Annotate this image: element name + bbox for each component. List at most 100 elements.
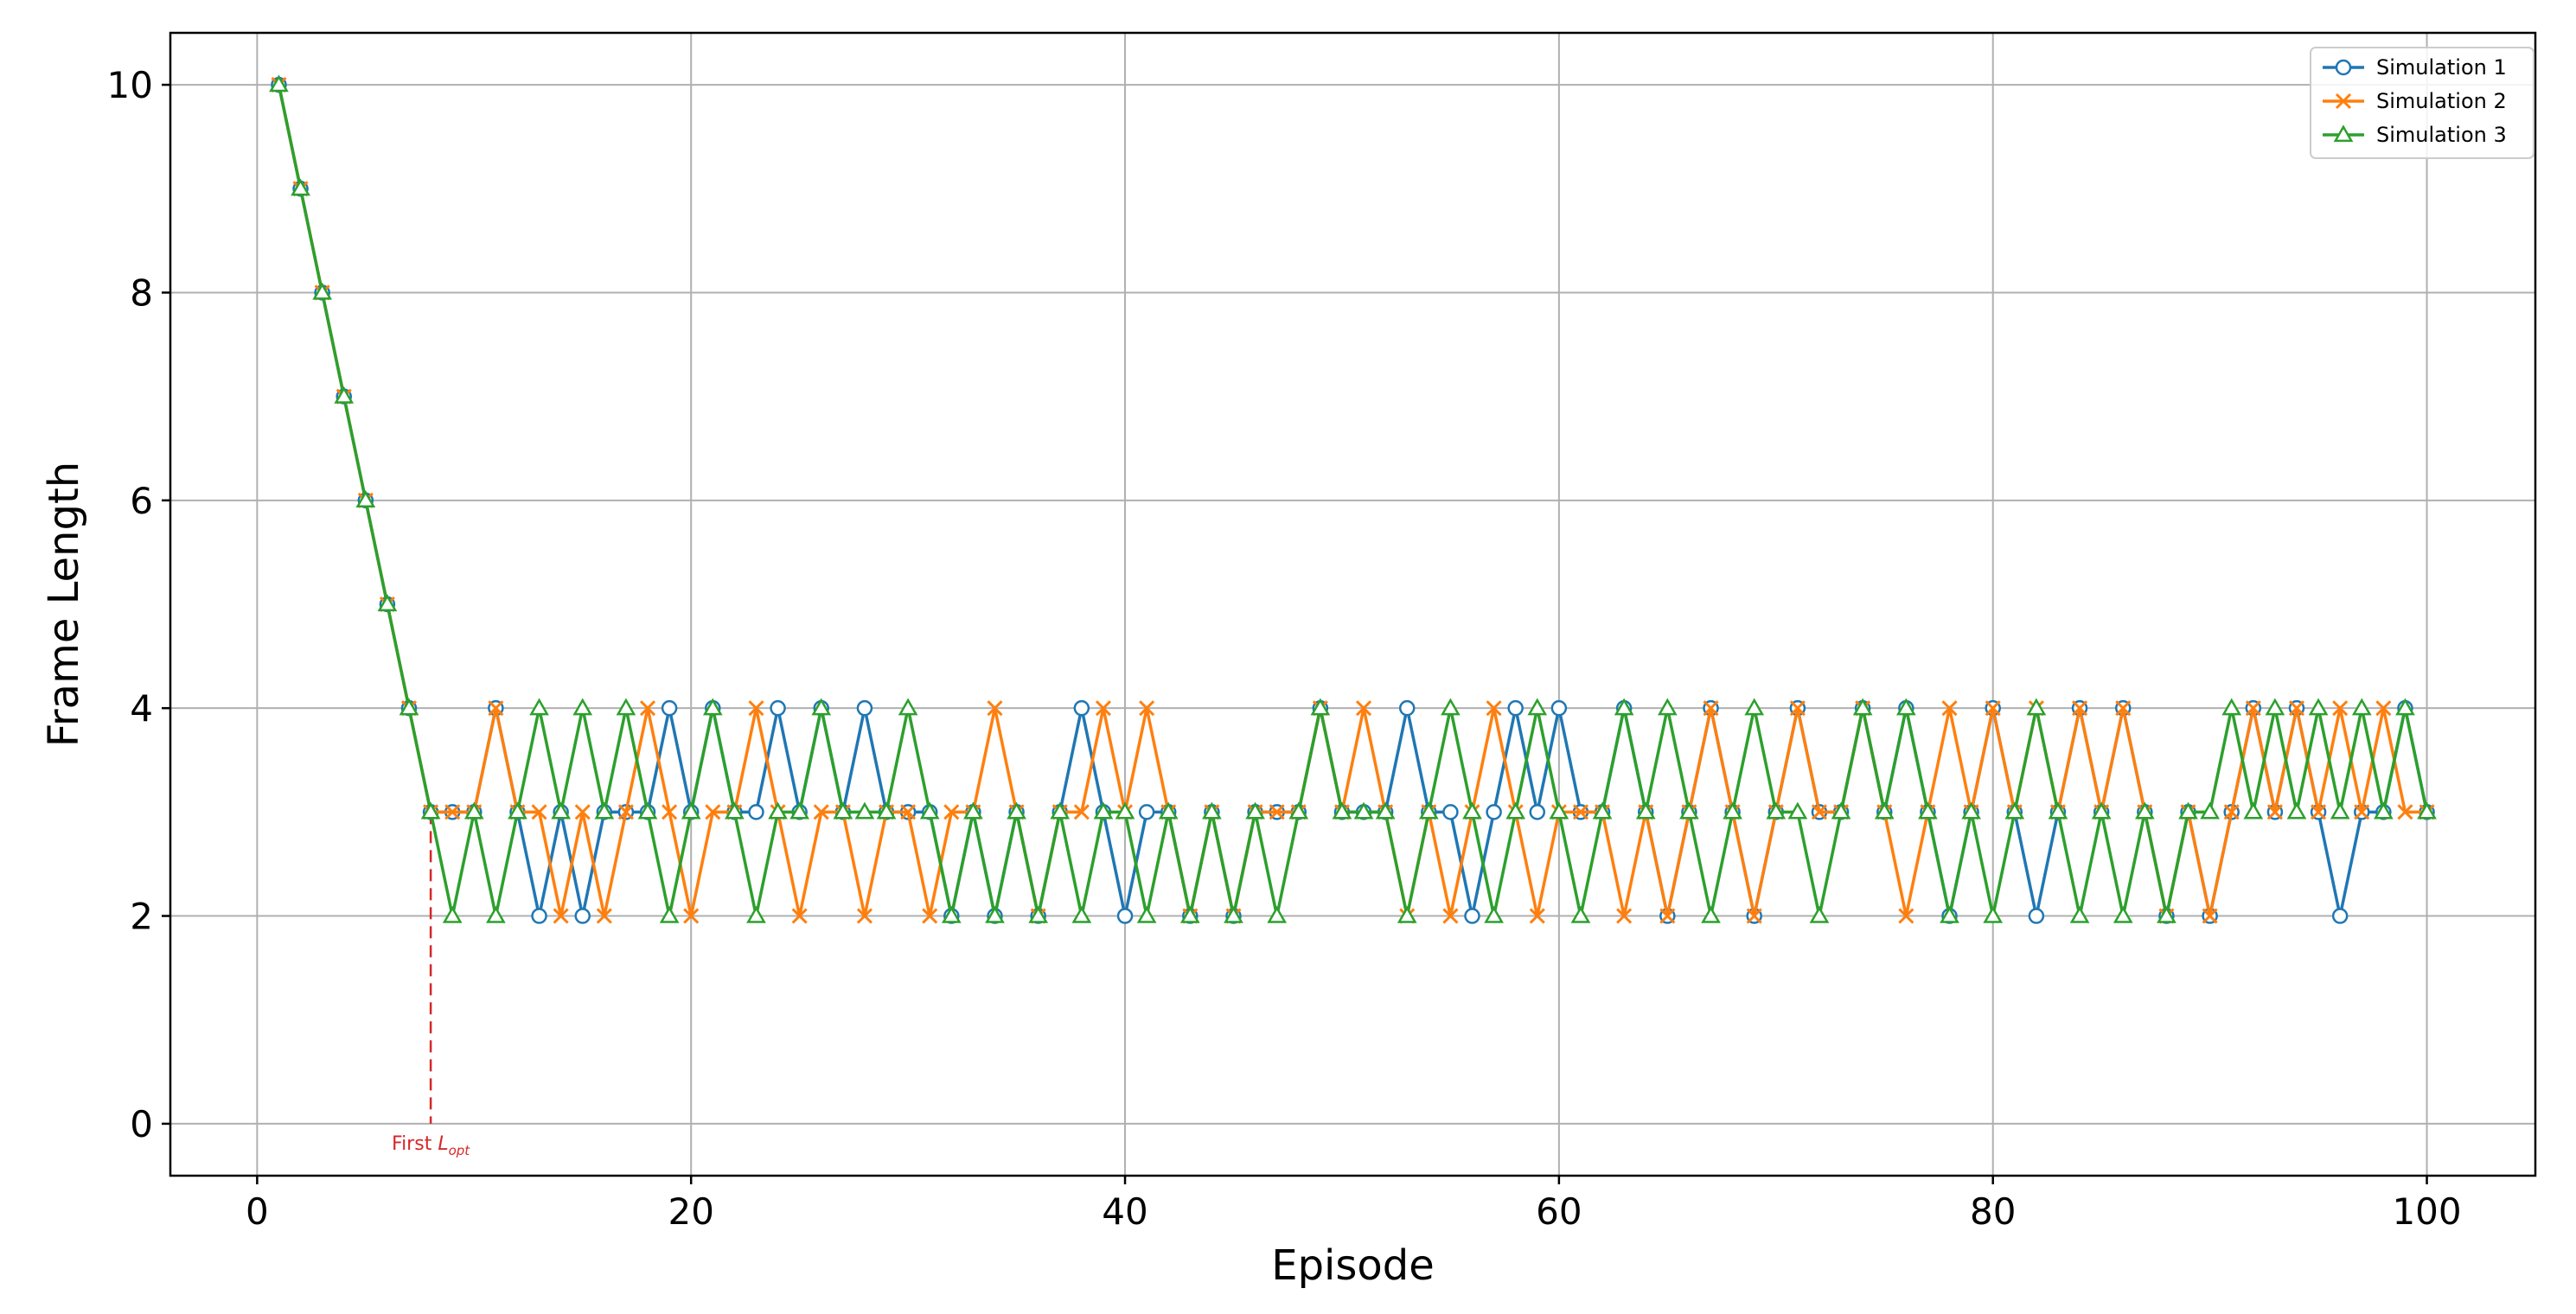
data-point [963,801,983,820]
data-point [1614,698,1634,716]
data-point [2243,801,2264,820]
legend-marker [2333,124,2354,143]
data-point [683,908,700,924]
data-point [1657,698,1678,716]
data-point [856,908,873,924]
data-point [2028,908,2045,924]
y-tick-label: 2 [130,896,153,938]
series-simulation-3 [269,74,2437,923]
data-point [2072,700,2088,717]
data-point [1701,905,1721,923]
data-point [1787,801,1808,820]
data-point [420,801,441,820]
data-point [1486,804,1502,820]
data-point [725,801,745,820]
data-point [2004,801,2025,820]
data-point [1811,804,1828,820]
data-point [1679,801,1699,820]
data-point [1397,905,1417,923]
data-point [1332,801,1352,820]
data-point [1398,699,1416,717]
data-point [1507,699,1524,717]
legend-box [2310,47,2534,159]
data-point [1418,801,1439,820]
data-point [789,801,810,820]
y-tick-label: 6 [130,480,153,522]
data-point [2265,698,2285,716]
legend-marker [2335,59,2352,76]
data-point [681,801,701,820]
data-point [1529,908,1545,924]
x-tick-label: 60 [1536,1190,1582,1233]
data-point [2245,700,2261,717]
data-point [1269,804,1285,820]
data-point [2200,801,2220,820]
data-point [1549,801,1569,820]
data-point [2091,801,2112,820]
data-point [1224,905,1243,923]
x-tick-label: 100 [2392,1190,2461,1233]
axis-ticks: 0 20 40 60 80 100 0 2 4 6 8 10 [107,64,2462,1233]
data-point [1073,804,1090,820]
data-point [2331,908,2349,924]
data-point [1139,700,1155,717]
data-point [1809,905,1830,923]
x-tick-label: 80 [1970,1190,2016,1233]
data-point [900,804,917,820]
data-point [1898,908,1914,924]
data-point [334,386,355,404]
data-point [1635,801,1656,820]
plot-area-frame [169,31,2537,1177]
data-point [1918,801,1938,820]
data-point [1941,700,1958,717]
data-point [1486,700,1502,717]
data-point [833,801,853,820]
series-line [277,84,2429,918]
data-point [813,804,829,820]
data-point [551,801,572,820]
data-point [854,801,875,820]
data-point [943,804,960,820]
data-point [1267,905,1288,923]
data-point [1572,804,1589,820]
data-point [1961,801,1981,820]
data-point [2134,801,2155,820]
data-point [377,594,398,612]
first-lopt-annotation-symbol: L [438,1133,448,1155]
data-point [1592,801,1613,820]
data-point [1744,698,1765,716]
data-point [291,178,310,196]
data-point [1353,801,1374,820]
x-tick-label: 40 [1102,1190,1147,1233]
data-point [1071,905,1092,923]
data-point [2115,700,2132,717]
data-point [1529,804,1546,820]
data-point [748,700,764,717]
data-point [1983,905,2004,923]
data-point [2069,905,2090,923]
first-lopt-annotation-prefix: First [392,1133,438,1155]
data-point [531,908,547,924]
data-point [1355,700,1372,717]
data-point [702,698,723,716]
data-point [659,905,680,923]
annotation-layer: First Lopt [392,812,470,1158]
data-point [1179,905,1200,923]
data-point [1616,908,1633,924]
data-point [856,699,873,717]
data-point [1703,700,1719,717]
data-point [876,801,897,820]
data-point [2311,804,2327,820]
data-point [1831,801,1851,820]
data-point [2048,801,2068,820]
data-point [2374,801,2394,820]
data-point [2157,905,2176,923]
data-point [1462,801,1482,820]
data-point [1442,804,1459,820]
data-point [355,490,376,507]
data-point [1245,801,1265,820]
data-point [791,908,808,924]
data-point [1505,801,1526,820]
data-point [617,804,634,820]
